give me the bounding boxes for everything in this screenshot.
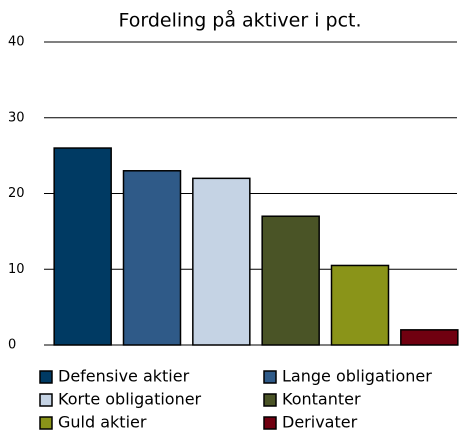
y-tick-label: 40 — [8, 35, 25, 50]
legend-swatch — [39, 416, 53, 430]
legend-label: Kontanter — [282, 390, 361, 409]
legend-swatch — [263, 370, 277, 384]
legend-label: Derivater — [282, 413, 358, 432]
y-tick-label: 30 — [8, 110, 25, 125]
legend-swatch — [263, 416, 277, 430]
legend-swatch — [39, 370, 53, 384]
y-tick-label: 20 — [8, 186, 25, 201]
legend-label: Guld aktier — [58, 413, 147, 432]
legend-swatch — [39, 393, 53, 407]
bar — [53, 147, 112, 346]
bar — [261, 215, 320, 346]
legend-swatch — [263, 393, 277, 407]
bar — [400, 329, 459, 346]
legend-label: Lange obligationer — [282, 367, 432, 386]
legend-label: Korte obligationer — [58, 390, 202, 409]
y-tick-label: 0 — [8, 338, 16, 353]
y-tick-label: 10 — [8, 262, 25, 277]
chart-title: Fordeling på aktiver i pct. — [118, 9, 361, 32]
legend-label: Defensive aktier — [58, 367, 190, 386]
bar — [330, 264, 390, 346]
bar — [122, 170, 182, 346]
bar — [192, 177, 251, 346]
